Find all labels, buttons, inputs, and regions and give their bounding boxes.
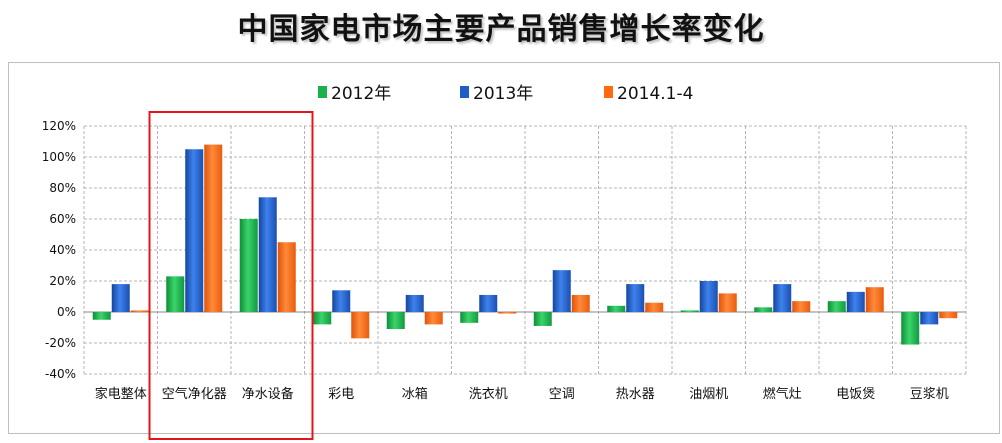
x-category-label: 冰箱 <box>402 386 428 402</box>
bar-1-7 <box>533 312 552 326</box>
y-tick-label: 20% <box>49 274 76 288</box>
y-tick-label: -20% <box>45 336 76 350</box>
y-axis-ticks: 120% 100% 80% 60% 40% 20% 0% -20% -40% <box>42 119 76 381</box>
legend-swatch-2 <box>460 86 469 98</box>
bar-1-11 <box>827 301 846 312</box>
bar-2-11 <box>846 291 865 312</box>
bar-3-9 <box>718 293 737 312</box>
x-category-label: 空气净化器 <box>162 386 227 402</box>
bar-3-5 <box>424 312 443 325</box>
bar-2-1 <box>111 284 130 312</box>
bar-3-12 <box>939 312 958 319</box>
bar-1-6 <box>460 312 479 323</box>
bar-2-12 <box>920 312 939 325</box>
highlight-box <box>148 111 314 440</box>
x-category-label: 洗衣机 <box>469 386 508 402</box>
bar-2-4 <box>332 290 351 312</box>
bar-2-3 <box>258 197 277 312</box>
chart-panel <box>8 62 1000 434</box>
gridlines <box>83 125 967 375</box>
legend: 2012年 2013年 2014.1-4 <box>318 84 693 104</box>
bar-1-5 <box>386 312 405 330</box>
y-tick-label: -40% <box>45 367 76 381</box>
legend-label-2: 2013年 <box>473 84 533 104</box>
bar-3-3 <box>277 242 296 312</box>
bar-3-1 <box>130 310 149 312</box>
legend-label-3: 2014.1-4 <box>617 84 693 104</box>
bar-2-6 <box>479 294 498 312</box>
bar-1-2 <box>166 276 185 312</box>
bars <box>92 144 958 345</box>
x-category-label: 空调 <box>549 387 575 402</box>
legend-swatch-1 <box>318 86 327 98</box>
highlight-rectangle <box>148 111 314 440</box>
bar-1-12 <box>901 312 920 345</box>
x-category-label: 电饭煲 <box>836 386 875 402</box>
x-category-label: 油烟机 <box>689 387 728 402</box>
bar-3-11 <box>865 287 884 312</box>
bar-3-2 <box>204 144 223 312</box>
y-tick-label: 60% <box>49 212 76 226</box>
bar-1-10 <box>754 307 773 312</box>
x-category-label: 彩电 <box>328 387 354 402</box>
bar-2-2 <box>185 149 204 312</box>
legend-label-1: 2012年 <box>331 84 391 104</box>
y-tick-label: 80% <box>49 181 76 195</box>
bar-2-5 <box>405 294 424 312</box>
bar-1-3 <box>239 219 258 312</box>
x-category-label: 燃气灶 <box>763 386 802 402</box>
x-axis-categories: 家电整体 空气净化器 净水设备 彩电 冰箱 洗衣机 空调 热水器 油烟机 燃气灶 电饭煲 豆浆机 <box>95 386 949 402</box>
bar-3-8 <box>645 302 664 312</box>
bar-3-10 <box>792 301 811 312</box>
y-tick-label: 40% <box>49 243 76 257</box>
x-category-label: 净水设备 <box>242 386 294 402</box>
bar-3-4 <box>351 312 370 339</box>
y-tick-label: 100% <box>42 150 76 164</box>
bar-2-8 <box>626 284 645 312</box>
bar-3-7 <box>571 294 590 312</box>
bar-2-7 <box>552 270 571 312</box>
x-category-label: 豆浆机 <box>910 387 949 402</box>
x-category-label: 热水器 <box>616 387 655 402</box>
bar-1-9 <box>680 310 699 312</box>
y-tick-label: 120% <box>42 119 76 133</box>
chart-title: 中国家电市场主要产品销售增长率变化 <box>237 12 765 47</box>
bar-1-8 <box>607 305 626 312</box>
bar-1-1 <box>92 312 111 320</box>
bar-1-4 <box>313 312 332 325</box>
bar-2-10 <box>773 284 792 312</box>
x-category-label: 家电整体 <box>95 386 147 402</box>
bar-3-6 <box>498 312 517 314</box>
bar-2-9 <box>699 281 718 312</box>
y-tick-label: 0% <box>57 305 76 319</box>
legend-swatch-3 <box>604 86 613 98</box>
